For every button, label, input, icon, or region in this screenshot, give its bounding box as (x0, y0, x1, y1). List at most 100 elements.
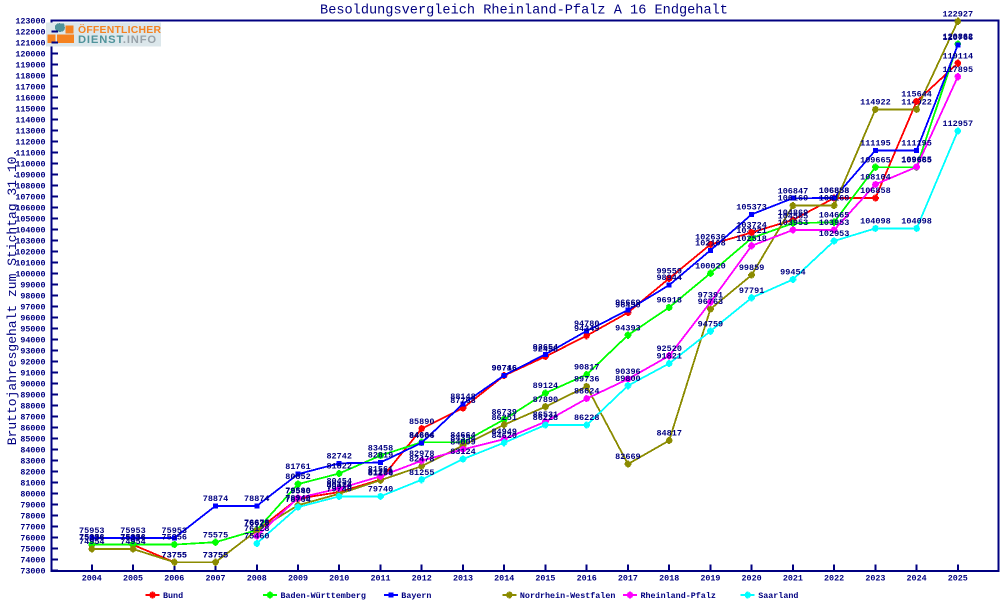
svg-text:2004: 2004 (82, 574, 102, 584)
svg-text:111195: 111195 (860, 139, 891, 149)
svg-text:120862: 120862 (942, 32, 973, 42)
svg-text:73755: 73755 (162, 550, 188, 560)
svg-text:94780: 94780 (574, 319, 600, 329)
svg-text:81266: 81266 (368, 468, 394, 478)
svg-text:74954: 74954 (79, 537, 105, 547)
svg-text:85000: 85000 (20, 434, 45, 444)
svg-text:102108: 102108 (695, 238, 726, 248)
svg-text:106858: 106858 (860, 186, 891, 196)
svg-text:103000: 103000 (15, 236, 45, 246)
svg-text:98000: 98000 (20, 291, 45, 301)
svg-text:84664: 84664 (450, 430, 476, 440)
svg-text:84000: 84000 (20, 445, 45, 455)
svg-text:73755: 73755 (203, 550, 229, 560)
svg-text:104098: 104098 (860, 217, 891, 227)
svg-text:91821: 91821 (656, 352, 682, 362)
svg-text:2022: 2022 (824, 574, 844, 584)
svg-text:82669: 82669 (615, 452, 641, 462)
svg-text:82742: 82742 (326, 451, 352, 461)
svg-text:120766: 120766 (942, 33, 973, 43)
svg-text:92000: 92000 (20, 357, 45, 367)
svg-text:Besoldungsvergleich Rheinland-: Besoldungsvergleich Rheinland-Pfalz A 16… (320, 4, 728, 19)
svg-text:103724: 103724 (736, 221, 767, 231)
svg-text:Baden-Württemberg: Baden-Württemberg (281, 591, 366, 600)
svg-text:79000: 79000 (20, 500, 45, 510)
svg-text:108000: 108000 (15, 181, 45, 191)
svg-text:102953: 102953 (819, 229, 850, 239)
svg-text:78764: 78764 (285, 495, 311, 505)
svg-text:99859: 99859 (739, 263, 765, 273)
svg-text:121000: 121000 (15, 38, 45, 48)
svg-text:Saarland: Saarland (758, 591, 798, 600)
svg-text:100000: 100000 (15, 269, 45, 279)
svg-text:90396: 90396 (615, 367, 641, 377)
svg-text:109000: 109000 (15, 170, 45, 180)
svg-text:115000: 115000 (15, 104, 45, 114)
svg-text:81561: 81561 (368, 464, 394, 474)
svg-text:81761: 81761 (285, 462, 311, 472)
svg-text:75356: 75356 (162, 533, 188, 543)
svg-text:2015: 2015 (535, 574, 555, 584)
svg-text:83458: 83458 (368, 444, 394, 454)
svg-text:Bund: Bund (163, 591, 183, 600)
svg-text:84620: 84620 (491, 431, 517, 441)
svg-text:75575: 75575 (203, 530, 229, 540)
svg-text:110000: 110000 (15, 159, 45, 169)
svg-text:84354: 84354 (450, 434, 476, 444)
svg-text:106858: 106858 (819, 186, 850, 196)
svg-text:95000: 95000 (20, 324, 45, 334)
svg-text:75356: 75356 (120, 533, 146, 543)
svg-text:106847: 106847 (778, 186, 809, 196)
svg-text:2014: 2014 (494, 574, 514, 584)
svg-text:103953: 103953 (778, 218, 809, 228)
svg-text:109665: 109665 (901, 155, 932, 165)
svg-text:107000: 107000 (15, 192, 45, 202)
svg-text:86739: 86739 (491, 408, 517, 418)
svg-text:87890: 87890 (533, 395, 559, 405)
svg-text:2023: 2023 (865, 574, 885, 584)
svg-text:112957: 112957 (942, 119, 973, 129)
svg-text:97791: 97791 (739, 286, 765, 296)
svg-text:2013: 2013 (453, 574, 473, 584)
svg-text:111195: 111195 (901, 139, 932, 149)
svg-text:98944: 98944 (656, 273, 682, 283)
svg-text:92458: 92458 (533, 345, 559, 355)
svg-text:94393: 94393 (615, 323, 641, 333)
svg-text:Nordrhein-Westfalen: Nordrhein-Westfalen (520, 591, 616, 600)
svg-text:84664: 84664 (409, 430, 435, 440)
svg-text:DIENST.INFO: DIENST.INFO (78, 34, 157, 46)
svg-text:76675: 76675 (244, 518, 270, 528)
svg-text:99000: 99000 (20, 280, 45, 290)
svg-text:2009: 2009 (288, 574, 308, 584)
svg-text:94349: 94349 (574, 324, 600, 334)
svg-text:99559: 99559 (656, 267, 682, 277)
svg-text:74000: 74000 (20, 555, 45, 565)
svg-text:80852: 80852 (285, 472, 311, 482)
svg-text:93000: 93000 (20, 346, 45, 356)
svg-text:2025: 2025 (948, 574, 968, 584)
svg-text:2006: 2006 (164, 574, 184, 584)
svg-text:94000: 94000 (20, 335, 45, 345)
svg-text:79590: 79590 (285, 486, 311, 496)
svg-text:79740: 79740 (368, 485, 394, 495)
svg-text:86000: 86000 (20, 423, 45, 433)
svg-text:82000: 82000 (20, 467, 45, 477)
svg-text:104000: 104000 (15, 225, 45, 235)
svg-text:89800: 89800 (615, 374, 641, 384)
svg-text:105000: 105000 (15, 214, 45, 224)
svg-text:89736: 89736 (574, 375, 600, 385)
svg-text:77000: 77000 (20, 522, 45, 532)
svg-text:108104: 108104 (860, 173, 891, 183)
svg-text:86531: 86531 (533, 410, 559, 420)
svg-text:78000: 78000 (20, 511, 45, 521)
svg-text:75336: 75336 (120, 533, 146, 543)
svg-text:84606: 84606 (409, 431, 435, 441)
svg-text:Rheinland-Pfalz: Rheinland-Pfalz (641, 591, 716, 600)
svg-text:2008: 2008 (247, 574, 267, 584)
svg-text:104665: 104665 (819, 210, 850, 220)
svg-text:2020: 2020 (742, 574, 762, 584)
svg-text:96669: 96669 (615, 298, 641, 308)
svg-text:88624: 88624 (574, 387, 600, 397)
svg-text:74954: 74954 (120, 537, 146, 547)
svg-text:2012: 2012 (412, 574, 432, 584)
